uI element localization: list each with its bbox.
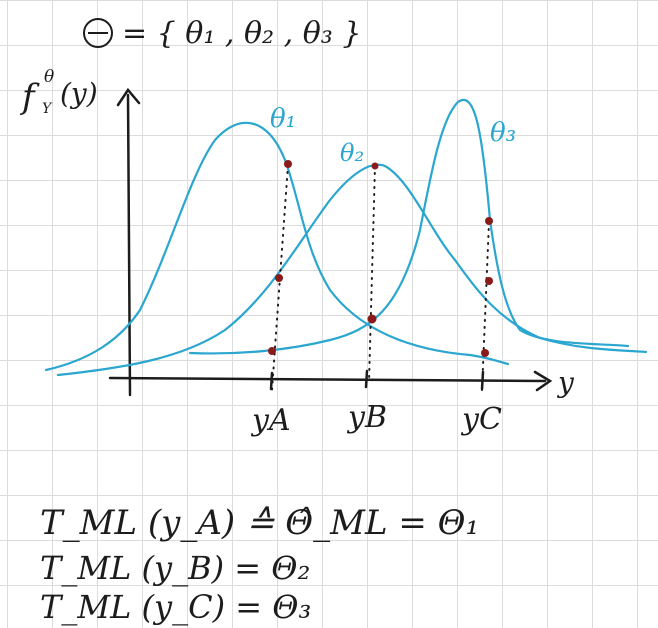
point-b-theta-2 <box>371 162 379 170</box>
y-axis-arrow <box>116 87 141 107</box>
curve-label-theta-2: θ₂ <box>340 139 364 167</box>
x-axis <box>108 376 547 383</box>
point-a-theta-1 <box>284 160 292 168</box>
curve-theta-3 <box>188 99 630 355</box>
equation-ml-c: T_ML (y_C) = Θ₃ <box>40 588 311 626</box>
guide-y-b <box>368 165 376 383</box>
y-axis-label-f: f <box>19 77 40 117</box>
guide-y-c <box>481 221 490 391</box>
point-c-theta-3 <box>485 217 493 225</box>
x-axis-label: y <box>556 366 575 399</box>
curve-theta-1 <box>44 121 510 372</box>
parameter-set: = { θ₁ , θ₂ , θ₃ } <box>83 16 361 51</box>
tick-y-a <box>269 371 274 391</box>
curve-label-theta-3: θ₃ <box>490 118 516 148</box>
tick-label-y-b: yB <box>346 400 387 435</box>
point-c-theta-2 <box>485 277 493 285</box>
curve-label-theta-1: θ₁ <box>270 104 296 134</box>
point-a-theta-3 <box>268 347 276 355</box>
y-axis <box>126 93 132 397</box>
y-axis-label: f θ Y (y) <box>19 67 98 117</box>
point-a-theta-2 <box>275 274 283 282</box>
point-c-theta-1 <box>481 349 489 357</box>
axes <box>108 87 553 397</box>
tick-label-y-a: yA <box>250 403 291 438</box>
likelihood-points <box>268 160 493 357</box>
tick-y-b <box>364 369 369 389</box>
equation-ml-b: T_ML (y_B) = Θ₂ <box>40 549 310 587</box>
y-axis-label-arg: (y) <box>60 77 98 110</box>
y-axis-label-sup: θ <box>44 67 54 87</box>
parameter-set-text: = { θ₁ , θ₂ , θ₃ } <box>122 16 361 51</box>
y-axis-label-sub: Y <box>42 101 53 117</box>
dotted-guides <box>271 164 490 391</box>
curve-theta-2 <box>56 163 648 377</box>
point-b-theta-1-3 <box>367 314 377 324</box>
likelihood-curves <box>44 99 648 377</box>
theta-set-symbol <box>83 18 113 48</box>
x-axis-arrow <box>533 370 553 392</box>
tick-y-c <box>480 370 485 391</box>
tick-label-y-c: yC <box>460 402 502 437</box>
equation-ml-a: T_ML (y_A) ≙ Θ̂_ML = Θ₁ <box>40 503 479 543</box>
x-ticks <box>269 369 485 391</box>
